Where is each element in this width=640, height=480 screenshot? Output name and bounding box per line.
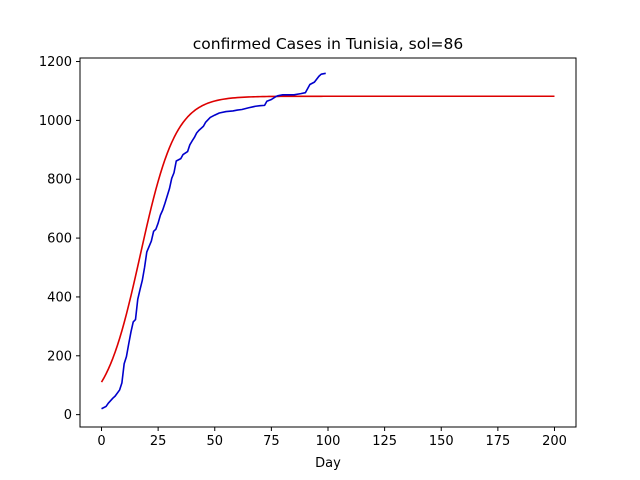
y-tick-label: 200 [47,349,72,364]
y-tick-label: 1200 [39,55,72,70]
chart-title: confirmed Cases in Tunisia, sol=86 [193,35,463,53]
y-tick-label: 0 [64,408,72,423]
x-tick-label: 75 [263,434,280,449]
series-layer [100,72,555,410]
x-tick-label: 150 [429,434,454,449]
y-tick-label: 1000 [39,114,72,129]
y-tick-label: 600 [47,232,72,247]
x-tick-label: 175 [485,434,510,449]
x-tick-label: 100 [316,434,341,449]
x-tick-label: 0 [97,434,105,449]
model-fit-line [100,95,555,383]
x-axis-label: Day [315,456,341,471]
plot-frame [79,57,577,428]
axes-layer: 0 25 50 75 100 125 150 175 200 0 200 400 600 800 1000 1… [39,55,577,449]
y-tick-label: 400 [47,290,72,305]
x-tick-label: 125 [372,434,397,449]
x-tick-label: 25 [150,434,167,449]
observed-cases-line [101,72,326,410]
y-tick-label: 800 [47,173,72,188]
x-tick-label: 50 [206,434,223,449]
x-tick-label: 200 [542,434,567,449]
